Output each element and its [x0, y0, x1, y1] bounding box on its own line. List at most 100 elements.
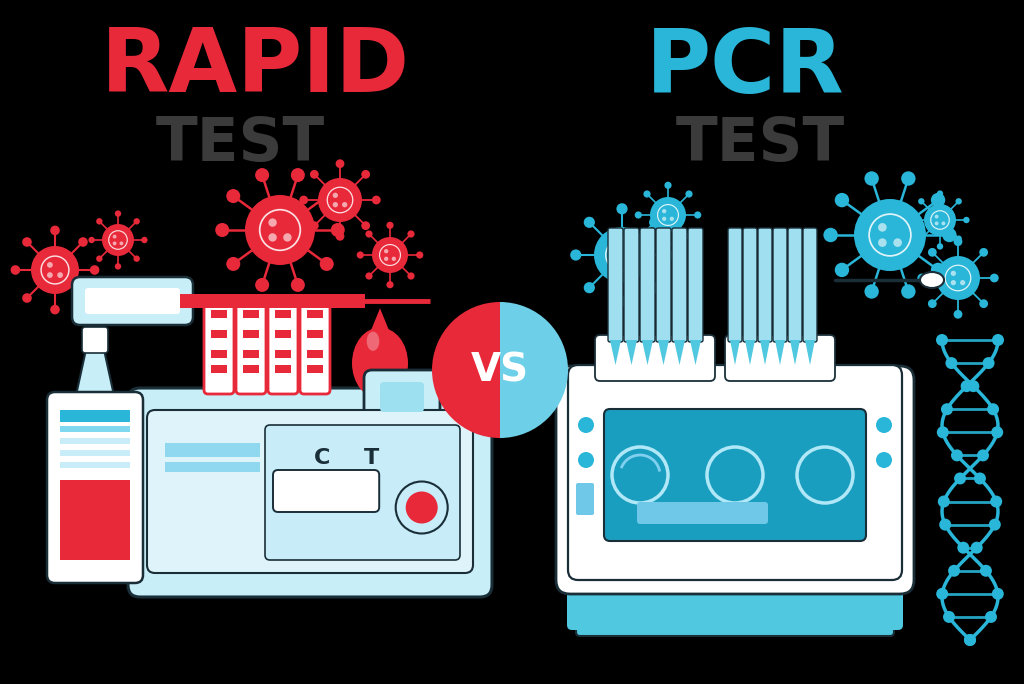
Circle shape	[372, 196, 381, 205]
Circle shape	[78, 293, 88, 303]
FancyBboxPatch shape	[743, 228, 757, 342]
Circle shape	[953, 237, 963, 246]
Circle shape	[987, 404, 999, 415]
FancyBboxPatch shape	[656, 228, 671, 342]
FancyBboxPatch shape	[624, 228, 639, 342]
Text: TEST: TEST	[676, 116, 845, 174]
Circle shape	[992, 334, 1004, 346]
Circle shape	[120, 241, 123, 246]
FancyBboxPatch shape	[236, 296, 266, 394]
Polygon shape	[610, 340, 621, 365]
Circle shape	[961, 280, 966, 285]
Circle shape	[356, 252, 364, 259]
Circle shape	[931, 263, 945, 277]
Circle shape	[665, 182, 672, 189]
Circle shape	[594, 227, 650, 283]
Polygon shape	[75, 345, 115, 400]
Circle shape	[694, 211, 701, 219]
Circle shape	[876, 417, 892, 433]
Circle shape	[643, 190, 650, 198]
Circle shape	[964, 217, 970, 223]
Polygon shape	[658, 340, 669, 365]
Circle shape	[372, 237, 408, 273]
Ellipse shape	[352, 328, 408, 399]
Circle shape	[268, 233, 276, 241]
FancyBboxPatch shape	[556, 366, 914, 594]
Polygon shape	[805, 340, 815, 365]
Circle shape	[941, 222, 945, 225]
Circle shape	[96, 218, 102, 224]
Bar	[307, 365, 323, 373]
FancyBboxPatch shape	[268, 296, 298, 394]
Circle shape	[284, 233, 292, 241]
Circle shape	[928, 248, 937, 256]
Circle shape	[945, 265, 971, 291]
Circle shape	[964, 634, 976, 646]
Bar	[307, 350, 323, 358]
Circle shape	[386, 222, 393, 229]
Bar	[60, 480, 130, 560]
FancyBboxPatch shape	[147, 410, 473, 573]
Circle shape	[361, 221, 370, 230]
Text: RAPID: RAPID	[100, 25, 410, 111]
Circle shape	[612, 246, 620, 252]
Circle shape	[333, 193, 338, 198]
Circle shape	[941, 404, 953, 415]
Circle shape	[685, 190, 692, 198]
Bar	[243, 365, 259, 373]
Circle shape	[10, 265, 20, 275]
Circle shape	[318, 178, 362, 222]
Circle shape	[386, 281, 393, 288]
Circle shape	[974, 473, 986, 484]
Circle shape	[50, 305, 59, 315]
Circle shape	[685, 233, 692, 239]
Circle shape	[141, 237, 147, 244]
Circle shape	[989, 518, 1000, 531]
Circle shape	[255, 168, 269, 182]
Circle shape	[955, 198, 962, 205]
Circle shape	[961, 380, 973, 392]
FancyBboxPatch shape	[364, 370, 440, 421]
FancyBboxPatch shape	[803, 228, 817, 342]
Circle shape	[937, 244, 943, 250]
FancyBboxPatch shape	[758, 228, 772, 342]
Circle shape	[938, 495, 950, 508]
FancyBboxPatch shape	[604, 409, 866, 541]
Circle shape	[47, 272, 53, 278]
Circle shape	[650, 197, 686, 233]
Polygon shape	[626, 340, 637, 365]
Bar	[243, 330, 259, 338]
Circle shape	[924, 204, 956, 236]
Bar	[243, 350, 259, 358]
Circle shape	[990, 274, 998, 282]
Circle shape	[919, 198, 925, 205]
Circle shape	[649, 217, 660, 228]
Circle shape	[823, 228, 838, 242]
Circle shape	[336, 159, 344, 168]
Circle shape	[578, 417, 594, 433]
Bar	[307, 310, 323, 318]
FancyBboxPatch shape	[575, 483, 594, 515]
Circle shape	[954, 473, 966, 484]
Circle shape	[391, 256, 396, 261]
Circle shape	[133, 255, 140, 262]
Circle shape	[657, 205, 679, 226]
FancyBboxPatch shape	[608, 228, 623, 342]
Circle shape	[979, 248, 988, 256]
Circle shape	[931, 211, 949, 229]
Circle shape	[992, 588, 1004, 600]
Polygon shape	[642, 340, 653, 365]
Circle shape	[643, 233, 650, 239]
Circle shape	[113, 241, 117, 246]
Polygon shape	[760, 340, 770, 365]
Circle shape	[90, 265, 99, 275]
Circle shape	[991, 426, 1004, 438]
Circle shape	[384, 249, 388, 253]
Circle shape	[663, 209, 667, 213]
Bar	[165, 443, 260, 457]
Circle shape	[893, 238, 902, 247]
FancyBboxPatch shape	[672, 228, 687, 342]
Circle shape	[971, 542, 983, 553]
Circle shape	[113, 235, 117, 239]
Circle shape	[299, 196, 308, 205]
